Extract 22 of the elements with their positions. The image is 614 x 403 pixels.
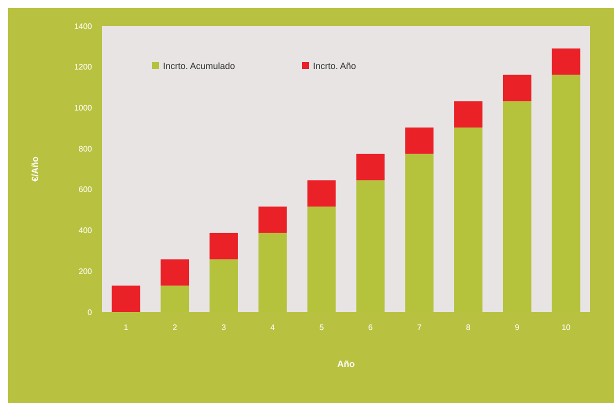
y-tick-label: 400 [78, 226, 93, 236]
y-tick-label: 1200 [74, 62, 93, 72]
x-tick-label: 10 [562, 323, 572, 332]
x-tick-label: 7 [417, 323, 422, 332]
y-tick-label: 1000 [74, 104, 93, 113]
x-tick-label: 9 [514, 323, 520, 332]
y-tick-label: 200 [78, 266, 93, 276]
x-tick-label: 6 [368, 323, 374, 332]
x-tick-label: 4 [270, 323, 276, 332]
y-tick-label: 600 [78, 185, 93, 194]
x-tick-label: 1 [124, 323, 129, 332]
x-tick-label: 8 [466, 323, 472, 332]
y-tick-label: 800 [78, 144, 93, 154]
legend-label: Incrto. Acumulado [163, 61, 236, 72]
y-tick-label: 1400 [74, 22, 93, 31]
y-axis-title: €/Año [30, 156, 40, 182]
x-tick-label: 3 [222, 323, 227, 332]
legend-label: Incrto. Año [313, 61, 356, 72]
x-axis-title: Año [337, 359, 356, 369]
y-tick-label: 0 [88, 308, 93, 317]
x-tick-label: 2 [172, 323, 178, 332]
x-tick-label: 5 [319, 323, 324, 332]
